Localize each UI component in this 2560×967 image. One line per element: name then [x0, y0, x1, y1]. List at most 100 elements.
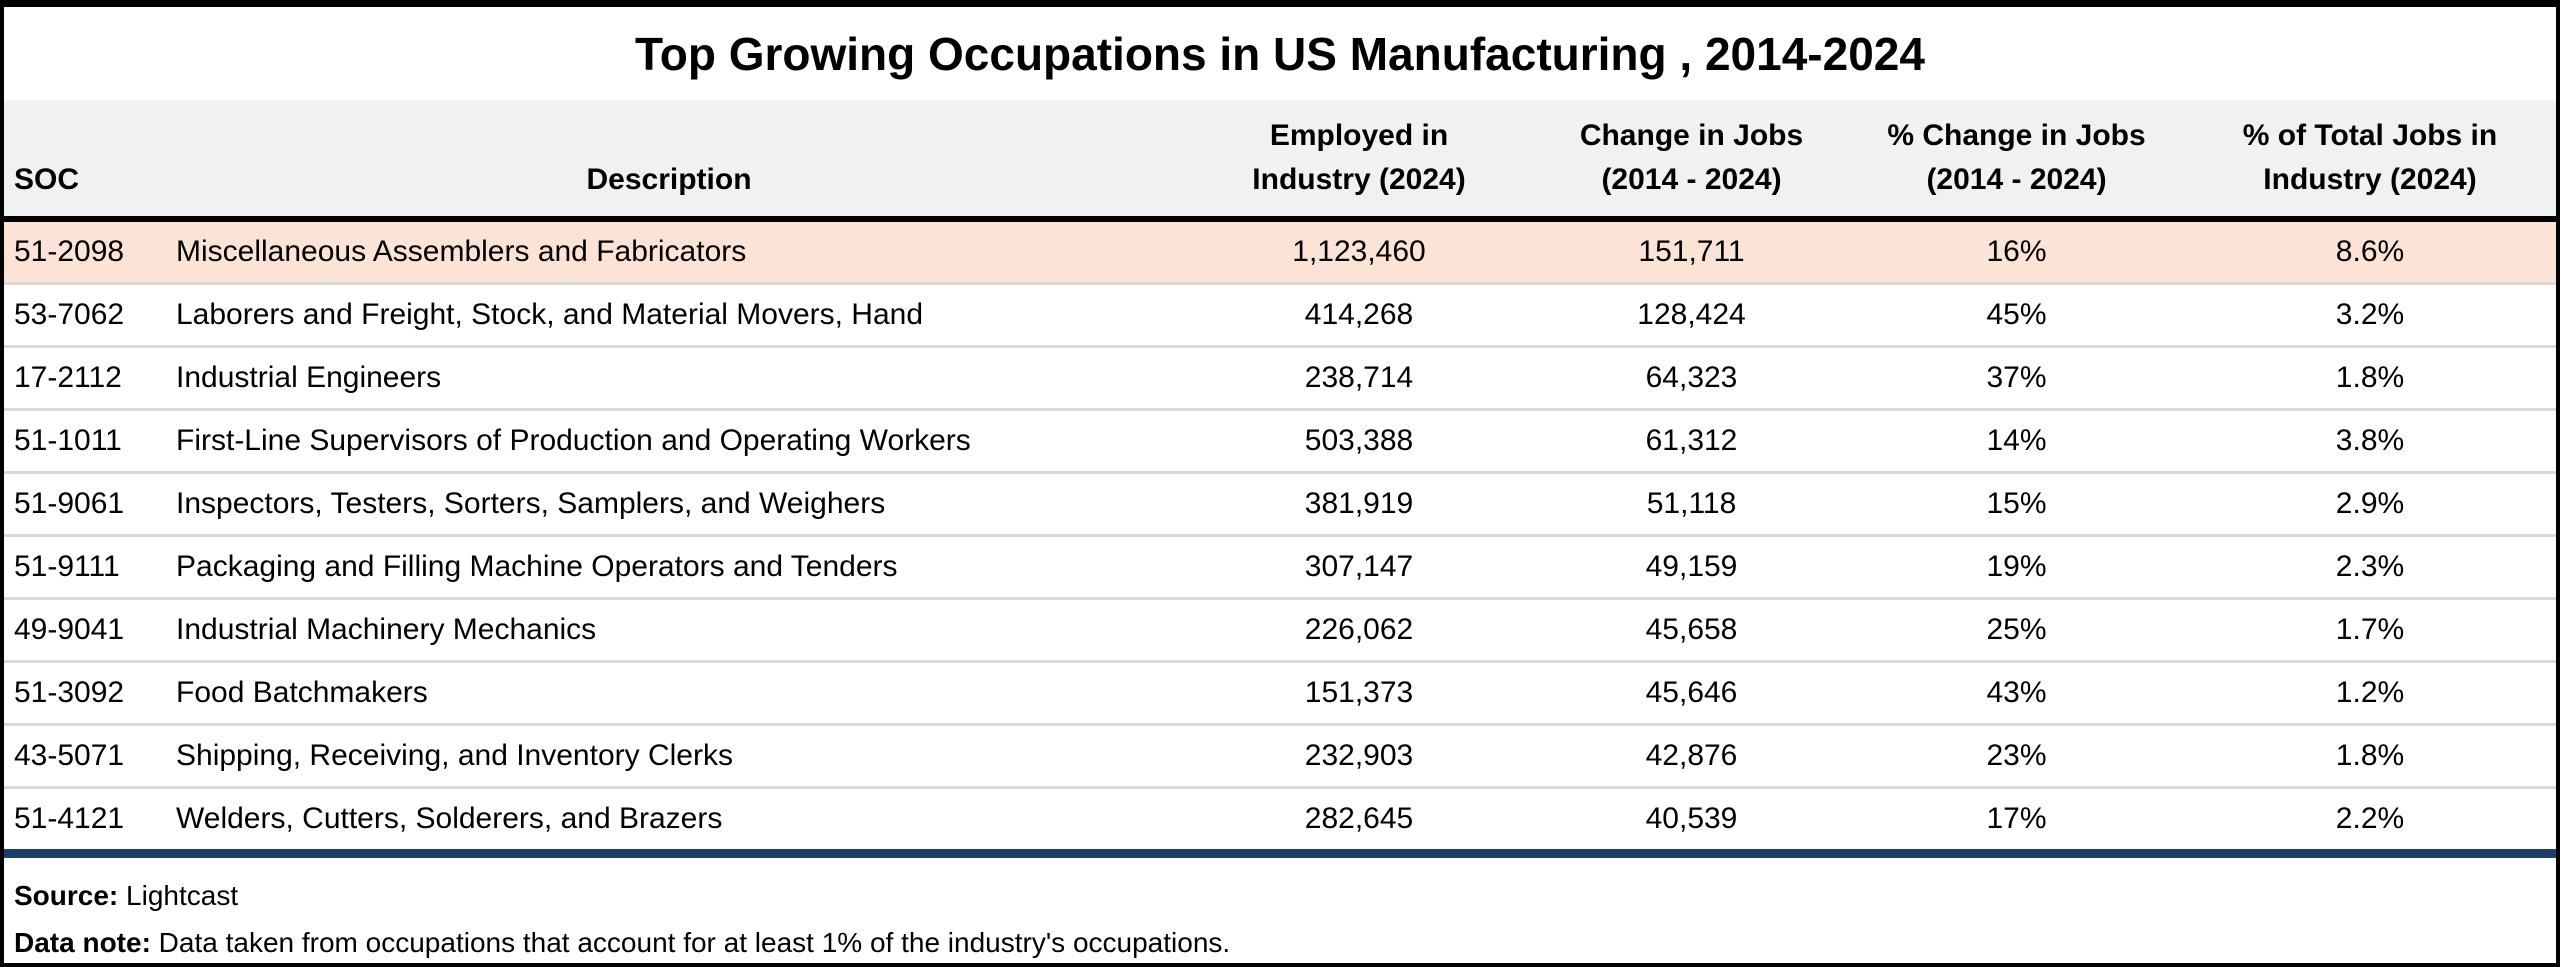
pct-total-cell: 1.8% — [2184, 724, 2556, 789]
pct-total-cell: 3.8% — [2184, 409, 2556, 474]
change-cell: 61,312 — [1534, 409, 1849, 474]
soc-cell: 51-9061 — [4, 472, 154, 537]
description-cell: Miscellaneous Assemblers and Fabricators — [154, 219, 1184, 285]
column-header-change: Change in Jobs (2014 - 2024) — [1534, 100, 1849, 222]
column-header-employed-line2: Industry (2024) — [1252, 163, 1466, 196]
table-row: 51-3092 Food Batchmakers 151,373 45,646 … — [4, 661, 2556, 726]
table-row: 49-9041 Industrial Machinery Mechanics 2… — [4, 598, 2556, 663]
pct-change-cell: 15% — [1849, 472, 2184, 537]
soc-cell: 51-1011 — [4, 409, 154, 474]
pct-total-cell: 1.2% — [2184, 661, 2556, 726]
employed-cell: 307,147 — [1184, 535, 1534, 600]
pct-total-cell: 8.6% — [2184, 219, 2556, 285]
column-header-description-label: Description — [586, 163, 752, 196]
pct-total-cell: 1.8% — [2184, 346, 2556, 411]
description-cell: Inspectors, Testers, Sorters, Samplers, … — [154, 472, 1184, 537]
pct-total-cell: 2.3% — [2184, 535, 2556, 600]
column-header-employed: Employed in Industry (2024) — [1184, 100, 1534, 222]
column-header-soc: SOC — [4, 100, 154, 222]
table-body: 51-2098 Miscellaneous Assemblers and Fab… — [4, 219, 2556, 849]
column-header-pct-change-line1: % Change in Jobs — [1887, 119, 2146, 152]
change-cell: 128,424 — [1534, 283, 1849, 348]
column-header-change-line2: (2014 - 2024) — [1601, 163, 1782, 196]
pct-change-cell: 37% — [1849, 346, 2184, 411]
pct-change-cell: 14% — [1849, 409, 2184, 474]
description-cell: Laborers and Freight, Stock, and Materia… — [154, 283, 1184, 348]
soc-cell: 17-2112 — [4, 346, 154, 411]
table-header: SOC Description Employed in Industry (20… — [4, 100, 2556, 222]
change-cell: 45,658 — [1534, 598, 1849, 663]
employed-cell: 151,373 — [1184, 661, 1534, 726]
table-row: 51-9111 Packaging and Filling Machine Op… — [4, 535, 2556, 600]
pct-change-cell: 25% — [1849, 598, 2184, 663]
column-header-soc-label: SOC — [14, 163, 80, 196]
column-header-pct-total: % of Total Jobs in Industry (2024) — [2184, 100, 2556, 222]
pct-change-cell: 16% — [1849, 219, 2184, 285]
data-note: Data note: Data taken from occupations t… — [14, 919, 2556, 963]
table-row: 51-1011 First-Line Supervisors of Produc… — [4, 409, 2556, 474]
description-cell: Shipping, Receiving, and Inventory Clerk… — [154, 724, 1184, 789]
change-cell: 45,646 — [1534, 661, 1849, 726]
employed-cell: 414,268 — [1184, 283, 1534, 348]
employed-cell: 226,062 — [1184, 598, 1534, 663]
pct-change-cell: 45% — [1849, 283, 2184, 348]
column-header-change-line1: Change in Jobs — [1579, 119, 1804, 152]
employed-cell: 503,388 — [1184, 409, 1534, 474]
table-row: 51-4121 Welders, Cutters, Solderers, and… — [4, 788, 2556, 850]
table-row: 53-7062 Laborers and Freight, Stock, and… — [4, 283, 2556, 348]
soc-cell: 51-3092 — [4, 661, 154, 726]
description-cell: Food Batchmakers — [154, 661, 1184, 726]
occupations-table: SOC Description Employed in Industry (20… — [4, 100, 2556, 849]
soc-cell: 51-4121 — [14, 802, 125, 835]
pct-total-cell: 3.2% — [2184, 283, 2556, 348]
description-cell: Packaging and Filling Machine Operators … — [154, 535, 1184, 600]
description-cell: First-Line Supervisors of Production and… — [154, 409, 1184, 474]
source-value: Lightcast — [118, 880, 239, 911]
column-header-description: Description — [154, 100, 1184, 222]
description-cell: Welders, Cutters, Solderers, and Brazers — [176, 802, 723, 835]
soc-cell: 51-9111 — [4, 535, 154, 600]
change-cell: 64,323 — [1534, 346, 1849, 411]
column-header-pct-change: % Change in Jobs (2014 - 2024) — [1849, 100, 2184, 222]
employed-cell: 238,714 — [1184, 346, 1534, 411]
change-cell: 49,159 — [1534, 535, 1849, 600]
pct-total-cell: 2.9% — [2184, 472, 2556, 537]
soc-cell: 51-2098 — [4, 219, 154, 285]
change-cell: 51,118 — [1534, 472, 1849, 537]
soc-cell: 43-5071 — [4, 724, 154, 789]
employed-cell: 381,919 — [1184, 472, 1534, 537]
accent-divider — [4, 849, 2556, 858]
table-row: 51-2098 Miscellaneous Assemblers and Fab… — [4, 219, 2556, 285]
soc-cell: 53-7062 — [4, 283, 154, 348]
pct-total-cell: 2.2% — [2335, 802, 2405, 835]
table-row: 17-2112 Industrial Engineers 238,714 64,… — [4, 346, 2556, 411]
source-note: Source: Lightcast — [14, 872, 2556, 919]
employed-cell: 232,903 — [1184, 724, 1534, 789]
column-header-pct-change-line2: (2014 - 2024) — [1926, 163, 2107, 196]
pct-change-cell: 43% — [1849, 661, 2184, 726]
pct-change-cell: 19% — [1849, 535, 2184, 600]
employed-cell: 1,123,460 — [1184, 219, 1534, 285]
pct-change-cell: 23% — [1849, 724, 2184, 789]
column-header-pct-total-line1: % of Total Jobs in — [2242, 119, 2498, 152]
change-cell: 40,539 — [1645, 802, 1738, 835]
data-note-label: Data note: — [14, 927, 151, 958]
employed-cell: 282,645 — [1304, 802, 1414, 835]
table-row: 43-5071 Shipping, Receiving, and Invento… — [4, 724, 2556, 789]
title-bar: Top Growing Occupations in US Manufactur… — [4, 7, 2556, 100]
header-row: SOC Description Employed in Industry (20… — [4, 100, 2556, 222]
change-cell: 151,711 — [1534, 219, 1849, 285]
column-header-employed-line1: Employed in — [1269, 119, 1449, 152]
description-cell: Industrial Machinery Mechanics — [154, 598, 1184, 663]
page-title: Top Growing Occupations in US Manufactur… — [635, 27, 1925, 80]
footer-notes: Source: Lightcast Data note: Data taken … — [4, 858, 2556, 963]
table-row: 51-9061 Inspectors, Testers, Sorters, Sa… — [4, 472, 2556, 537]
source-label: Source: — [14, 880, 119, 911]
pct-change-cell: 17% — [1986, 802, 2047, 835]
soc-cell: 49-9041 — [4, 598, 154, 663]
change-cell: 42,876 — [1534, 724, 1849, 789]
data-note-value: Data taken from occupations that account… — [150, 927, 1231, 958]
pct-total-cell: 1.7% — [2184, 598, 2556, 663]
column-header-pct-total-line2: Industry (2024) — [2263, 163, 2477, 196]
